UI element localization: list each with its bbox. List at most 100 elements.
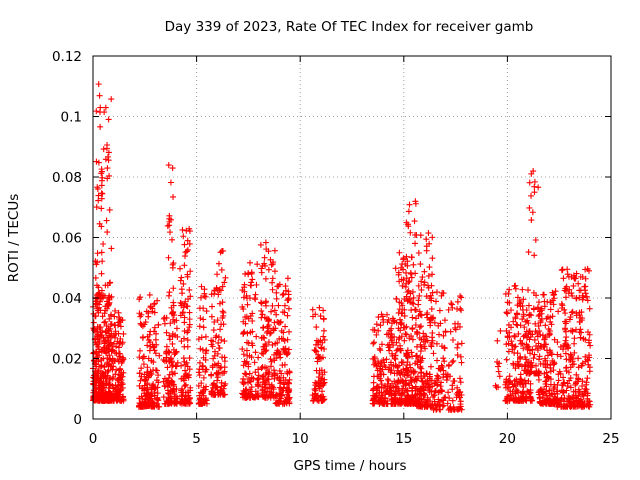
scatter-point [271, 268, 278, 275]
scatter-point [510, 383, 517, 390]
y-tick-label: 0.06 [52, 231, 82, 247]
scatter-point [406, 400, 413, 407]
scatter-point [537, 331, 544, 338]
scatter-point [154, 297, 161, 304]
scatter-point [112, 386, 119, 393]
scatter-point [248, 270, 255, 277]
scatter-point [153, 377, 160, 384]
scatter-point [376, 375, 383, 382]
scatter-point [431, 380, 438, 387]
scatter-point [283, 396, 290, 403]
scatter-point [273, 355, 280, 362]
scatter-point [383, 400, 390, 407]
scatter-point [184, 237, 191, 244]
scatter-point [271, 367, 278, 374]
scatter-point [244, 339, 251, 346]
scatter-point [370, 379, 377, 386]
scatter-point [558, 300, 565, 307]
scatter-point [261, 346, 268, 353]
scatter-point [456, 375, 463, 382]
scatter-point [520, 296, 527, 303]
scatter-point [537, 400, 544, 407]
scatter-point [241, 370, 248, 377]
scatter-point [519, 316, 526, 323]
scatter-point [496, 373, 503, 380]
scatter-point [101, 109, 108, 116]
scatter-point [523, 306, 530, 313]
scatter-point [442, 394, 449, 401]
scatter-point [458, 359, 465, 366]
scatter-point [450, 357, 457, 364]
scatter-point [571, 335, 578, 342]
scatter-point [421, 391, 428, 398]
scatter-point [393, 319, 400, 326]
scatter-point [504, 299, 511, 306]
scatter-point [252, 369, 259, 376]
scatter-point [160, 394, 167, 401]
scatter-point [243, 371, 250, 378]
scatter-point [118, 369, 125, 376]
scatter-point [167, 387, 174, 394]
scatter-point [113, 396, 120, 403]
scatter-point [284, 275, 291, 282]
scatter-point [495, 363, 502, 370]
scatter-point [521, 377, 528, 384]
scatter-point [417, 311, 424, 318]
scatter-point [186, 228, 193, 235]
scatter-point [587, 342, 594, 349]
scatter-point [169, 378, 176, 385]
scatter-point [202, 386, 209, 393]
scatter-point [409, 288, 416, 295]
scatter-point [544, 361, 551, 368]
scatter-point [136, 382, 143, 389]
scatter-point [433, 357, 440, 364]
scatter-point [151, 324, 158, 331]
scatter-point [103, 217, 110, 224]
scatter-point [417, 341, 424, 348]
scatter-point [531, 178, 538, 185]
scatter-point [257, 241, 264, 248]
scatter-point [374, 367, 381, 374]
scatter-point [412, 198, 419, 205]
scatter-point [170, 346, 177, 353]
scatter-point [97, 324, 104, 331]
scatter-point [95, 192, 102, 199]
scatter-point [564, 342, 571, 349]
scatter-point [265, 316, 272, 323]
scatter-point [99, 313, 106, 320]
scatter-point [216, 300, 223, 307]
scatter-point [512, 315, 519, 322]
scatter-point [547, 306, 554, 313]
scatter-point [457, 379, 464, 386]
scatter-point [115, 344, 122, 351]
scatter-point [527, 393, 534, 400]
scatter-point [453, 394, 460, 401]
scatter-point [373, 331, 380, 338]
scatter-point [208, 337, 215, 344]
scatter-point [214, 377, 221, 384]
scatter-point [392, 395, 399, 402]
x-tick-label: 10 [292, 431, 309, 447]
scatter-point [560, 380, 567, 387]
scatter-point [562, 337, 569, 344]
scatter-point [400, 366, 407, 373]
scatter-point [387, 334, 394, 341]
scatter-point [137, 320, 144, 327]
scatter-point [245, 315, 252, 322]
scatter-point [239, 346, 246, 353]
scatter-point [518, 376, 525, 383]
scatter-point [525, 320, 532, 327]
scatter-point [446, 395, 453, 402]
scatter-point [260, 324, 267, 331]
scatter-point [416, 292, 423, 299]
scatter-point [441, 344, 448, 351]
scatter-point [267, 392, 274, 399]
scatter-point [569, 361, 576, 368]
scatter-point [112, 307, 119, 314]
scatter-point [575, 364, 582, 371]
scatter-point [392, 265, 399, 272]
scatter-point [397, 327, 404, 334]
scatter-point [151, 343, 158, 350]
scatter-point [279, 362, 286, 369]
scatter-point [570, 274, 577, 281]
